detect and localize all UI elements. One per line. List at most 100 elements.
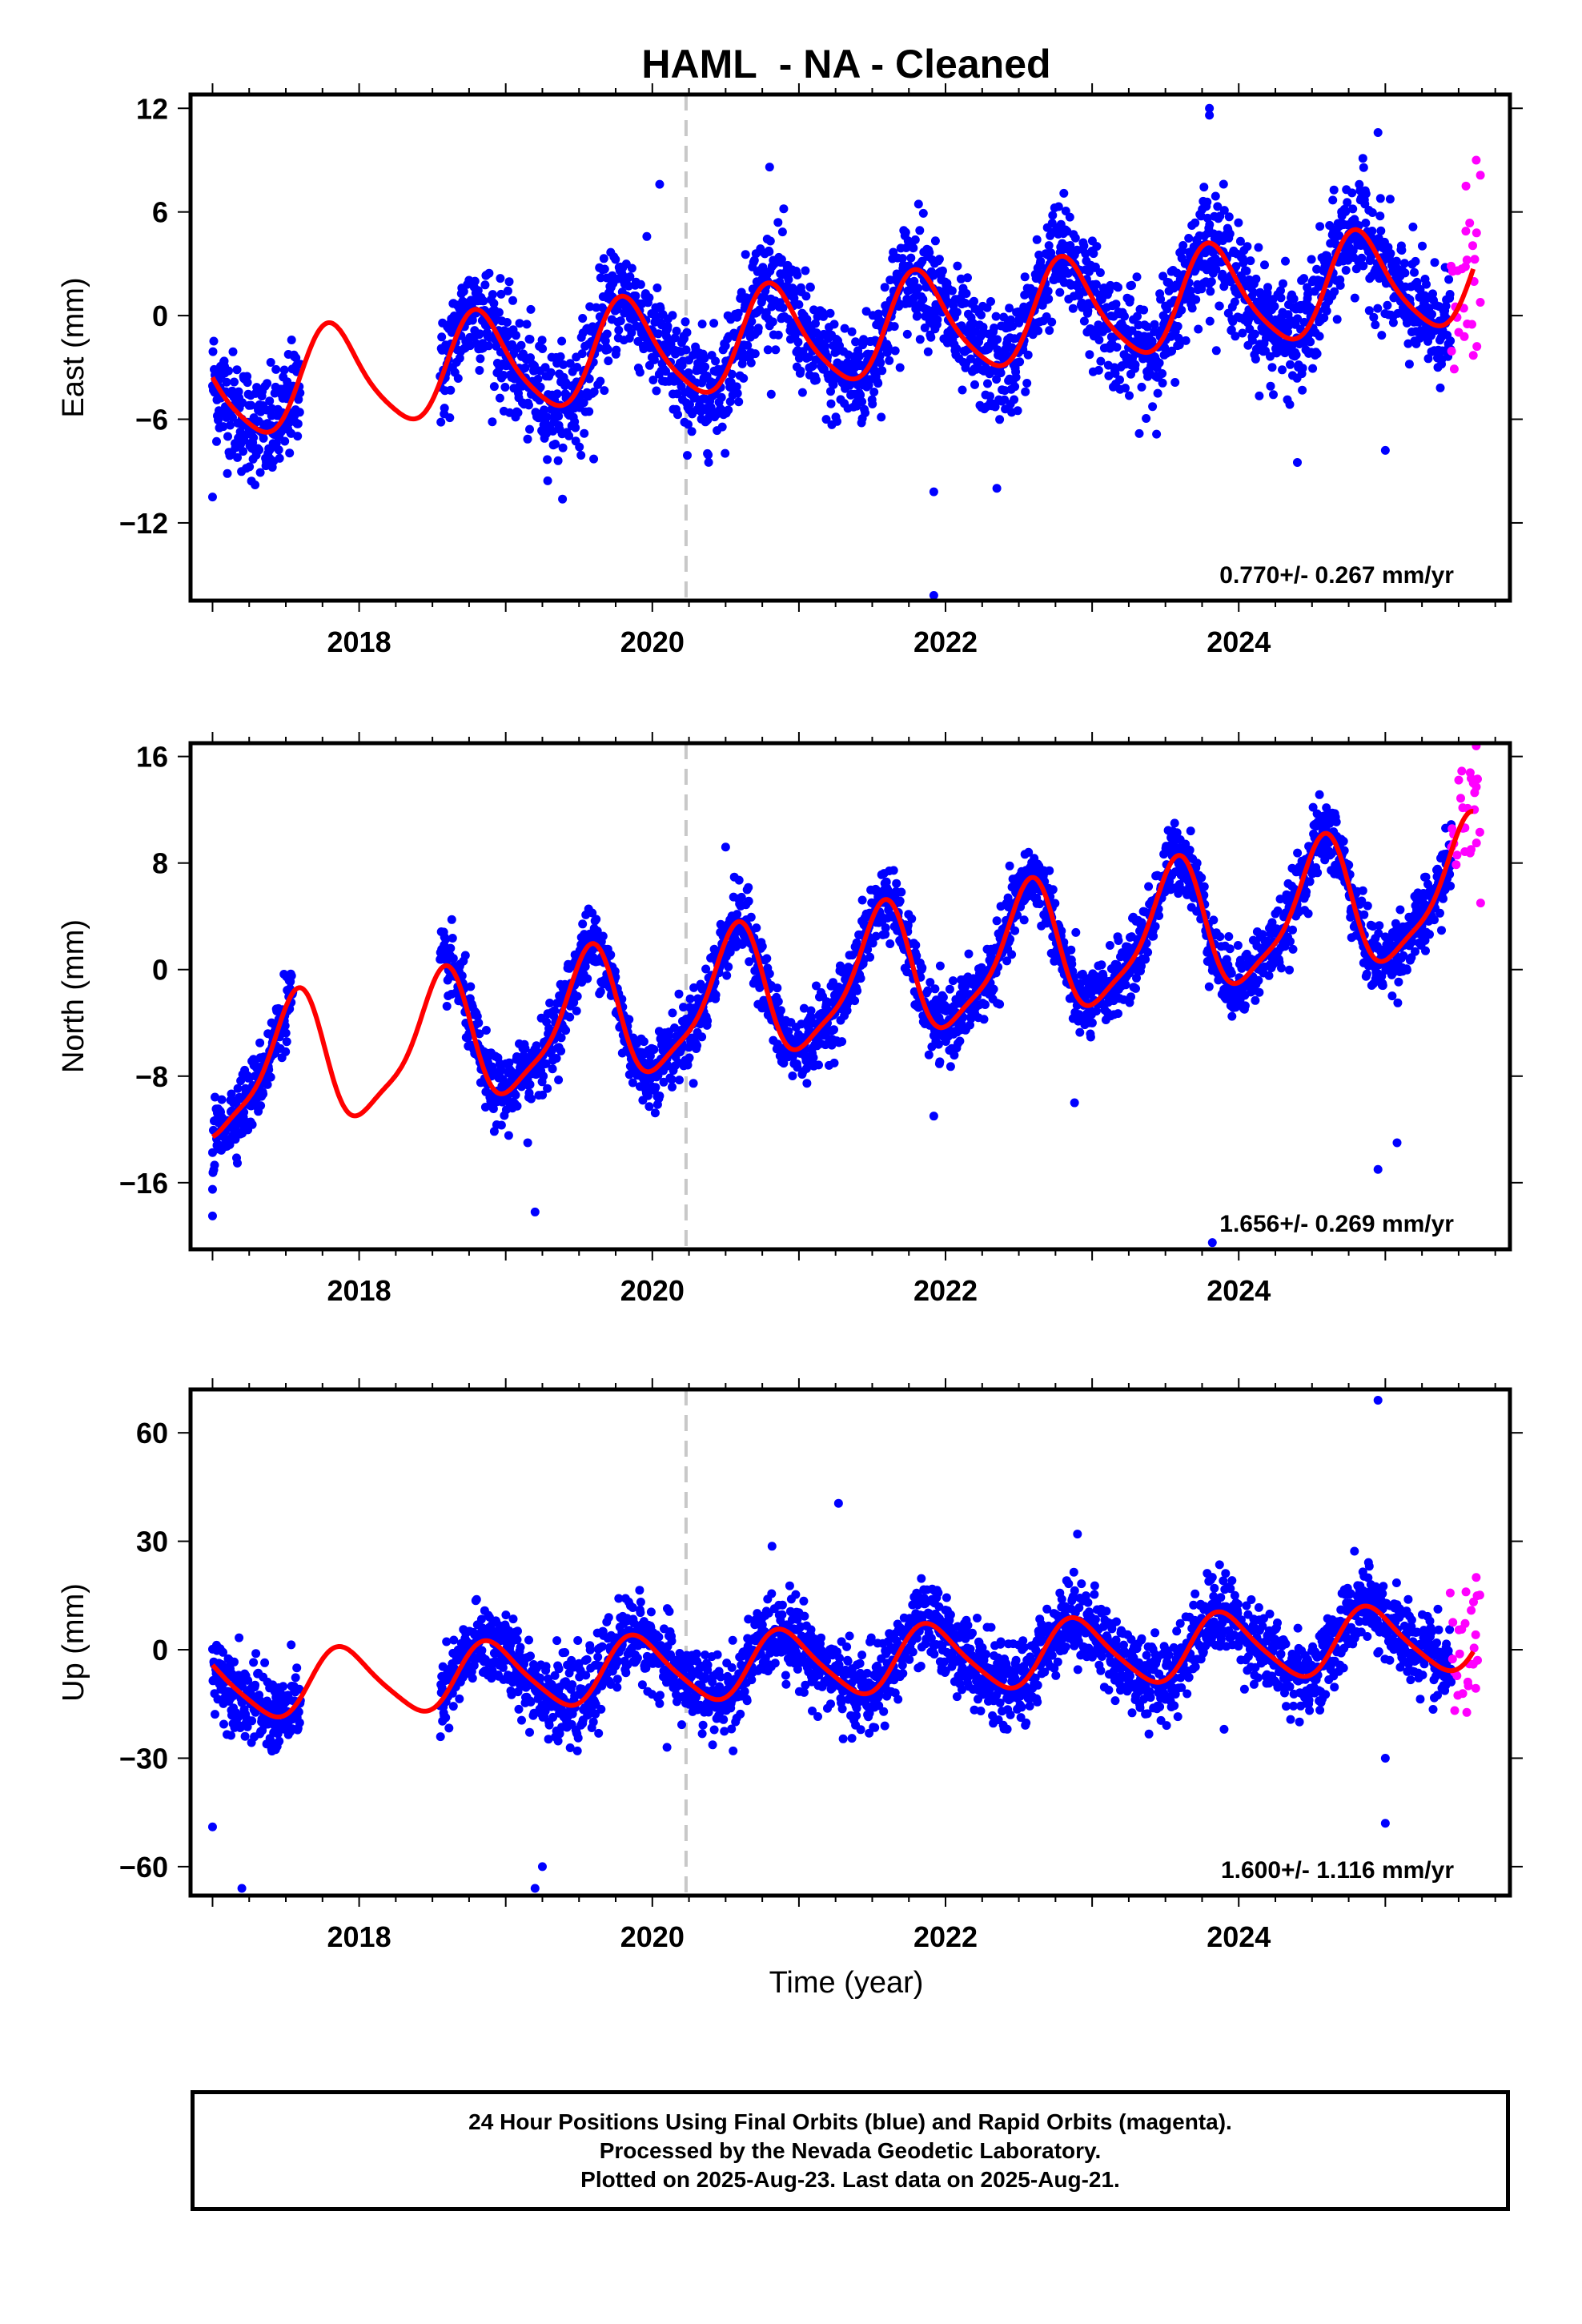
final-orbit-point (1199, 882, 1209, 891)
final-orbit-point (1114, 283, 1122, 292)
final-orbit-point (1048, 885, 1058, 895)
final-orbit-point (588, 908, 597, 918)
final-orbit-point (542, 412, 552, 422)
final-orbit-point (1158, 369, 1167, 378)
rapid-orbit-point (1449, 364, 1459, 374)
final-orbit-point (1375, 211, 1385, 221)
final-orbit-point (227, 1089, 236, 1099)
final-orbit-point (1445, 290, 1455, 299)
final-orbit-point (1114, 936, 1123, 945)
final-orbit-point (909, 293, 918, 303)
final-orbit-point (612, 345, 621, 355)
final-orbit-point (1312, 264, 1322, 274)
final-orbit-point (553, 456, 563, 465)
final-orbit-point (285, 448, 295, 458)
final-orbit-point (539, 1072, 548, 1081)
final-orbit-point (645, 1051, 655, 1060)
final-orbit-point (1267, 363, 1277, 372)
final-orbit-point (958, 385, 967, 395)
final-orbit-point (1411, 256, 1420, 266)
final-orbit-point (280, 436, 290, 446)
rapid-orbit-point (1476, 171, 1485, 180)
final-orbit-point (516, 340, 526, 350)
final-orbit-point (233, 452, 242, 462)
final-orbit-point (847, 327, 857, 336)
final-orbit-point (1055, 287, 1065, 297)
final-orbit-point (233, 1158, 242, 1168)
final-orbit-point (990, 324, 999, 332)
final-orbit-point (1391, 256, 1401, 266)
final-orbit-point (1144, 882, 1154, 891)
final-orbit-point (649, 355, 659, 364)
final-orbit-point (1013, 406, 1022, 416)
final-orbit-point (1114, 1009, 1122, 1019)
final-orbit-point (876, 358, 885, 368)
final-orbit-point (1279, 279, 1287, 288)
final-orbit-point (522, 320, 532, 329)
final-orbit-point (697, 1032, 707, 1042)
final-orbit-point (788, 1072, 797, 1080)
final-orbit-point (755, 305, 765, 315)
final-orbit-point (829, 1025, 838, 1035)
final-orbit-point (856, 390, 865, 400)
final-orbit-point (287, 336, 296, 344)
final-orbit-point (765, 163, 774, 172)
final-orbit-point (1348, 204, 1358, 214)
final-orbit-point (564, 431, 574, 440)
final-orbit-point (1142, 414, 1151, 423)
final-orbit-point (644, 293, 654, 303)
final-orbit-point (801, 266, 810, 275)
final-orbit-point (1335, 231, 1344, 240)
final-orbit-point (1422, 294, 1431, 304)
final-orbit-point (805, 283, 815, 292)
final-orbit-point (1170, 818, 1179, 828)
final-orbit-point (881, 930, 890, 939)
final-orbit-point (1086, 1032, 1095, 1042)
final-orbit-point (789, 287, 799, 297)
final-orbit-point (263, 1080, 272, 1089)
final-orbit-point (1242, 266, 1251, 275)
final-orbit-point (212, 436, 221, 446)
final-orbit-point (489, 382, 499, 392)
final-orbit-point (1231, 262, 1241, 271)
final-orbit-point (631, 292, 640, 300)
final-orbit-point (488, 290, 497, 300)
final-orbit-point (889, 322, 899, 332)
final-orbit-point (1357, 253, 1367, 263)
final-orbit-point (909, 276, 919, 286)
final-orbit-point (733, 910, 742, 919)
final-orbit-point (819, 312, 828, 321)
final-orbit-point (642, 231, 652, 241)
final-orbit-point (746, 358, 756, 368)
final-orbit-point (1430, 258, 1439, 267)
final-orbit-point (952, 344, 962, 353)
final-orbit-point (814, 1060, 823, 1070)
final-orbit-point (1211, 346, 1221, 356)
final-orbit-point (533, 374, 543, 384)
final-orbit-point (993, 335, 1002, 344)
final-orbit-point (572, 1006, 581, 1015)
final-orbit-point (474, 1018, 484, 1027)
final-orbit-point (295, 388, 305, 398)
final-orbit-point (565, 359, 575, 368)
final-orbit-point (981, 1000, 990, 1009)
final-orbit-point (1375, 194, 1385, 203)
final-orbit-point (865, 952, 875, 962)
final-orbit-point (624, 281, 633, 291)
final-orbit-point (1298, 364, 1307, 373)
final-orbit-point (682, 328, 692, 337)
final-orbit-point (743, 340, 753, 350)
final-orbit-point (1293, 314, 1303, 324)
plot-frame (188, 92, 1512, 603)
final-orbit-point (1343, 198, 1352, 207)
final-orbit-point (576, 451, 586, 460)
final-orbit-point (868, 939, 877, 948)
final-orbit-point (538, 1090, 548, 1100)
final-orbit-point (700, 353, 709, 363)
chart-title: HAML - NA - Cleaned (641, 42, 1050, 86)
final-orbit-point (652, 386, 661, 396)
rapid-orbit-point (1472, 342, 1482, 352)
final-orbit-point (991, 312, 1001, 321)
final-orbit-point (211, 1092, 219, 1102)
